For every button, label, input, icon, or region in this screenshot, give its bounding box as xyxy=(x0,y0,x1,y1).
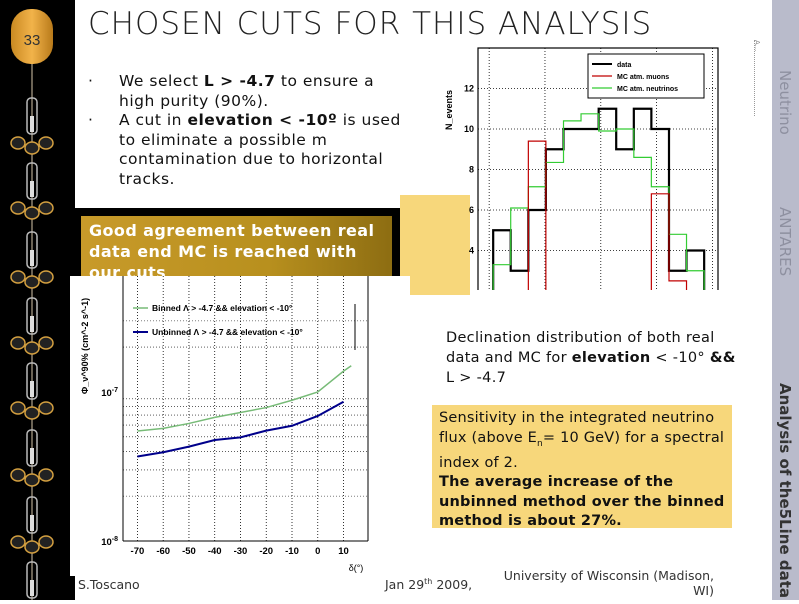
optical-module-icon xyxy=(38,201,54,215)
optical-module-icon xyxy=(24,341,40,355)
detector-string-graphic: 33 xyxy=(10,9,54,604)
footer-venue: University of Wisconsin (Madison, WI) xyxy=(503,568,714,598)
optical-module-storey xyxy=(10,97,54,155)
optical-module-storey xyxy=(10,362,54,420)
x-tick-label: -30 xyxy=(234,546,248,557)
optical-module-icon xyxy=(24,141,40,155)
optical-module-icon xyxy=(24,406,40,420)
optical-module-icon xyxy=(24,206,40,220)
storey-cable xyxy=(30,181,34,197)
sensitivity-chart: -70 -60 -50 -40 -30 -20 -10 0 10 10-8 10-7 δ(°) Φ_ν^… xyxy=(80,276,369,573)
storey-frame xyxy=(26,231,38,269)
footer-author: S.Toscano xyxy=(78,577,140,592)
optical-module-icon xyxy=(24,473,40,487)
y-axis-label: N_events xyxy=(444,90,454,130)
storey-cable xyxy=(30,381,34,397)
x-tick-label: -50 xyxy=(182,546,196,557)
optical-module-icon xyxy=(38,136,54,150)
storey-cable xyxy=(30,448,34,464)
bullet-item: We select L > -4.7 to ensure a high puri… xyxy=(88,72,408,111)
bullet-item: A cut in elevation < -10º is used to eli… xyxy=(88,111,408,189)
storey-frame xyxy=(26,429,38,467)
decorative-strip: 33 xyxy=(0,0,75,604)
storey-frame xyxy=(26,496,38,534)
legend-label: data xyxy=(617,62,632,69)
y-tick-exponent: -7 xyxy=(112,387,118,394)
sensitivity-chart-panel: -70 -60 -50 -40 -30 -20 -10 0 10 10-8 10-7 δ(°) Φ_ν^… xyxy=(70,276,410,576)
sidebar-item-analysis[interactable]: Analysis of the5Line data xyxy=(776,383,794,598)
x-axis-label: δ(°) xyxy=(349,563,364,573)
optical-module-icon xyxy=(38,401,54,415)
y-tick-label: 10 xyxy=(464,124,474,134)
sidebar-item-antares[interactable]: ANTARES xyxy=(776,207,794,277)
bullet-list: We select L > -4.7 to ensure a high puri… xyxy=(88,72,408,189)
section-sidebar: Neutrino ANTARES Analysis of the5Line da… xyxy=(772,0,799,600)
x-tick-label: -20 xyxy=(259,546,273,557)
storey-frame xyxy=(26,362,38,400)
sidebar-small-text: A... xyxy=(753,40,761,52)
sensitivity-note: Sensitivity in the integrated neutrino f… xyxy=(432,405,732,529)
optical-module-icon xyxy=(38,468,54,482)
storey-frame xyxy=(26,561,38,599)
y-axis-label: Φ_ν^90% (cm^-2 s^-1) xyxy=(80,298,90,394)
optical-module-icon xyxy=(10,201,26,215)
optical-module-icon xyxy=(38,535,54,549)
optical-module-storey xyxy=(10,231,54,289)
legend-label: MC atm. muons xyxy=(617,74,669,81)
y-tick-label: 12 xyxy=(464,84,474,94)
y-tick-label: 6 xyxy=(469,205,474,215)
slide-number-buoy xyxy=(11,9,53,64)
legend-label: Binned Λ > -4.7 && elevation < -10° xyxy=(152,303,293,313)
y-tick-exponent: -8 xyxy=(112,536,118,543)
storey-cable xyxy=(30,316,34,332)
storey-cable xyxy=(30,116,34,132)
histogram-series-1 xyxy=(527,140,688,290)
optical-module-icon xyxy=(38,270,54,284)
y-tick-label: 10-8 xyxy=(101,536,118,548)
storey-frame xyxy=(26,97,38,135)
storey-frame xyxy=(26,162,38,200)
legend-label: MC atm. neutrinos xyxy=(617,86,678,93)
storey-cable xyxy=(30,580,34,596)
y-tick-label: 4 xyxy=(469,246,474,256)
x-tick-label: -70 xyxy=(131,546,145,557)
callout-box: Good agreement between real data end MC … xyxy=(73,208,400,276)
storey-cable xyxy=(30,515,34,531)
x-tick-label: -10 xyxy=(285,546,299,557)
callout-text: Good agreement between real data end MC … xyxy=(81,216,392,276)
optical-module-icon xyxy=(38,336,54,350)
x-tick-label: -60 xyxy=(156,546,170,557)
declination-histogram: -1.5-1-0.500.54681012δ (rad)N_eventsdata… xyxy=(444,47,719,290)
legend-label: Unbinned Λ > -4.7 && elevation < -10° xyxy=(152,327,303,337)
decorative-yellow-box xyxy=(400,195,470,295)
optical-module-icon xyxy=(10,270,26,284)
sensitivity-line-0 xyxy=(137,365,352,432)
storey-frame xyxy=(26,297,38,335)
x-tick-label: 10 xyxy=(338,546,349,557)
optical-module-icon xyxy=(10,535,26,549)
histogram-caption: Declination distribution of both real da… xyxy=(446,330,736,386)
optical-module-icon xyxy=(10,401,26,415)
x-tick-label: 0 xyxy=(315,546,320,557)
optical-module-icon xyxy=(10,136,26,150)
optical-module-icon xyxy=(24,540,40,554)
optical-module-storey xyxy=(10,429,54,487)
optical-module-storey xyxy=(10,162,54,220)
storey-cable xyxy=(30,250,34,266)
footer-date: Jan 29th 2009, xyxy=(385,577,473,593)
sensitivity-line-1 xyxy=(137,400,345,458)
page-title: CHOSEN CUTS FOR THIS ANALYSIS xyxy=(88,6,653,42)
sidebar-item-neutrino[interactable]: Neutrino xyxy=(776,70,794,135)
optical-module-storey xyxy=(10,297,54,355)
x-tick-label: -40 xyxy=(208,546,222,557)
optical-module-icon xyxy=(10,468,26,482)
slide-number: 33 xyxy=(24,32,41,49)
optical-module-icon xyxy=(10,336,26,350)
legend: data MC atm. muons MC atm. neutrinos xyxy=(587,53,705,99)
y-tick-label: 8 xyxy=(469,165,474,175)
y-tick-label: 10-7 xyxy=(101,387,118,399)
small-dotted-label: A... xyxy=(753,40,763,116)
optical-module-icon xyxy=(24,275,40,289)
optical-module-storey xyxy=(10,496,54,554)
